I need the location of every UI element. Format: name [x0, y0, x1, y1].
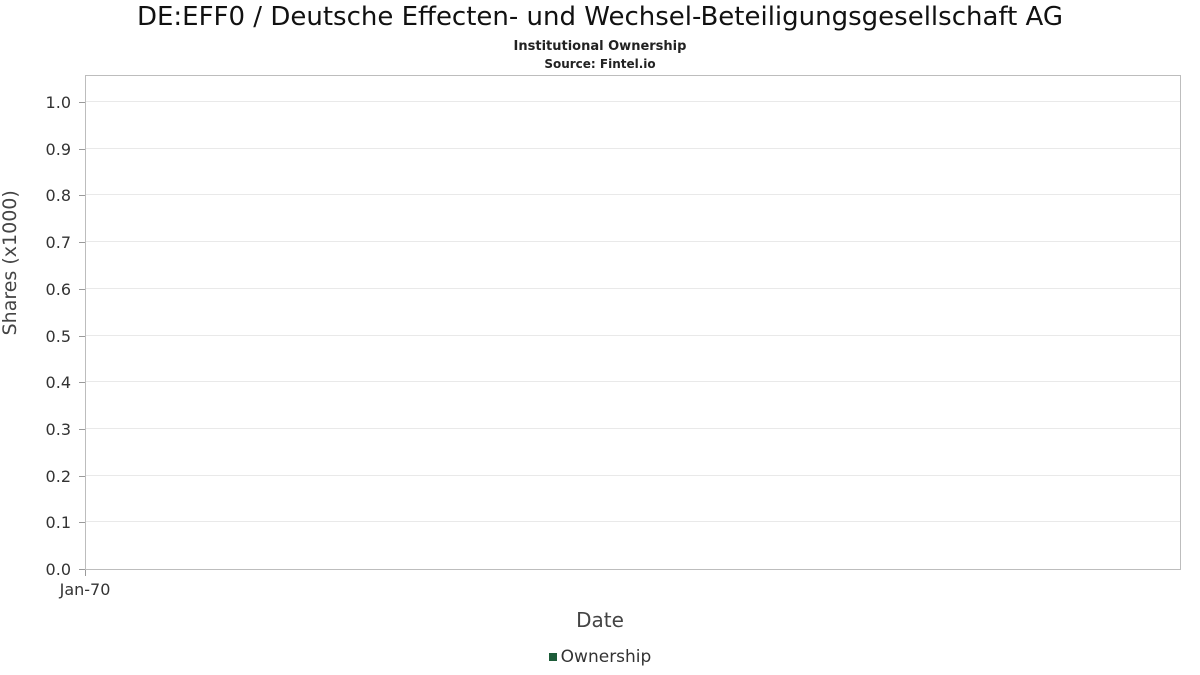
y-tick-label: 0.4	[45, 373, 71, 393]
legend-swatch-icon	[548, 653, 557, 661]
y-axis-title: Shares (x1000)	[0, 190, 21, 336]
x-axis-title: Date	[576, 608, 624, 632]
y-tick-mark	[79, 382, 85, 384]
y-tick-label: 0.8	[45, 186, 71, 206]
x-tick-mark	[85, 570, 86, 576]
gridline	[86, 287, 1180, 289]
chart-source: Source: Fintel.io	[544, 57, 656, 71]
y-tick-mark	[79, 148, 85, 150]
y-tick-mark	[79, 195, 85, 197]
x-tick-label: Jan-70	[59, 580, 111, 599]
gridline	[86, 147, 1180, 149]
gridline	[86, 521, 1180, 523]
legend-label: Ownership	[560, 647, 652, 667]
legend: Ownership	[0, 647, 1200, 667]
y-tick-label: 0.7	[45, 233, 71, 253]
y-tick-mark	[79, 242, 85, 244]
chart-header: DE:EFF0 / Deutsche Effecten- und Wechsel…	[0, 0, 1200, 71]
chart-title: DE:EFF0 / Deutsche Effecten- und Wechsel…	[136, 2, 1064, 32]
y-tick-label: 0.6	[45, 279, 71, 299]
y-tick-label: 0.0	[45, 560, 71, 579]
gridline	[86, 101, 1180, 102]
gridline	[86, 474, 1180, 476]
gridline	[86, 241, 1180, 243]
y-tick-label: 0.5	[45, 326, 71, 346]
y-tick-mark	[79, 288, 85, 290]
y-tick-mark	[79, 569, 85, 570]
y-tick-label: 0.9	[45, 139, 71, 159]
plot-area	[85, 75, 1181, 570]
chart-subtitle: Institutional Ownership	[513, 39, 687, 54]
y-tick-mark	[79, 335, 85, 337]
y-tick-mark	[79, 428, 85, 430]
y-tick-label: 0.3	[45, 419, 71, 439]
y-tick-mark	[79, 102, 85, 103]
gridline	[86, 381, 1180, 383]
y-tick-label: 0.2	[45, 466, 71, 486]
y-axis: Shares (x1000) 0.0 0.1 0.2 0.3 0.4 0.5 0.6 0.7 0…	[0, 75, 85, 579]
gridline	[86, 194, 1180, 196]
y-tick-label: 0.1	[45, 513, 71, 533]
y-tick-mark	[79, 522, 85, 524]
plot-wrap	[85, 75, 1181, 570]
gridline	[86, 427, 1180, 429]
gridline	[86, 334, 1180, 336]
y-tick-mark	[79, 475, 85, 477]
y-tick-label: 1.0	[45, 93, 71, 112]
